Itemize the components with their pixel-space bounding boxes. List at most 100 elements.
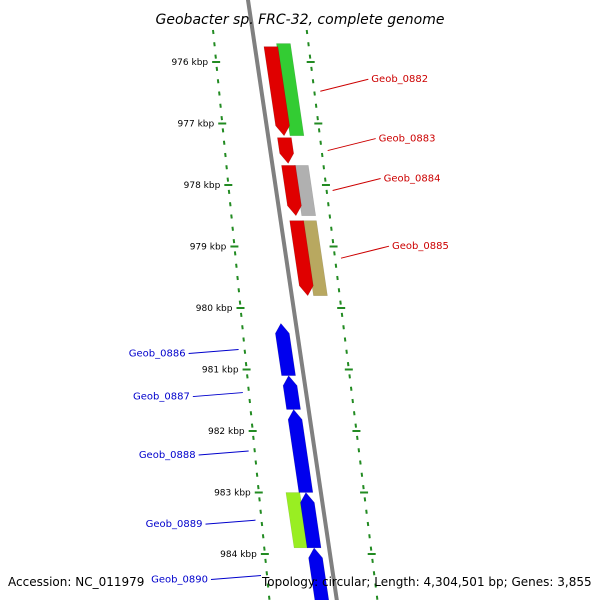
minor-tick [221, 128, 225, 133]
minor-tick [249, 411, 253, 416]
tick-label: 979 kbp [190, 243, 227, 253]
minor-tick [241, 325, 244, 330]
minor-tick [263, 546, 266, 551]
minor-tick [339, 300, 342, 305]
minor-tick [337, 288, 341, 293]
minor-tick [313, 91, 316, 96]
minor-tick [343, 337, 347, 342]
gene-arrow [263, 46, 290, 137]
minor-tick [252, 435, 255, 441]
minor-tick [362, 484, 365, 490]
gene-leader-line [192, 392, 243, 398]
minor-tick [310, 66, 313, 72]
gene-label: Geob_0889 [146, 519, 203, 530]
gene-label: Geob_0887 [133, 392, 190, 403]
minor-tick [351, 398, 354, 404]
tick-label: 981 kbp [202, 366, 239, 376]
minor-tick [214, 54, 217, 59]
minor-tick [231, 226, 234, 231]
gene-arrow [277, 137, 294, 164]
minor-tick [235, 263, 238, 268]
minor-tick [238, 300, 242, 305]
minor-tick [369, 546, 373, 551]
minor-tick [239, 312, 243, 318]
gene-leader-line [320, 78, 369, 92]
gene-leader-line [210, 575, 262, 581]
minor-tick [243, 349, 247, 354]
minor-tick [348, 374, 351, 379]
minor-tick [334, 263, 338, 268]
minor-tick [371, 558, 374, 564]
minor-tick [316, 115, 319, 121]
minor-tick [317, 128, 321, 133]
gene-arrow [275, 322, 296, 376]
minor-tick [220, 115, 223, 121]
genome-backbone [245, 0, 339, 600]
gene-arrow [281, 165, 302, 217]
minor-tick [356, 435, 359, 441]
minor-tick [242, 337, 245, 342]
tick-label: 976 kbp [171, 58, 208, 68]
minor-tick [349, 386, 353, 391]
minor-tick [366, 521, 370, 527]
minor-tick [375, 595, 379, 600]
minor-tick [308, 54, 312, 59]
minor-tick [330, 226, 333, 231]
minor-tick [305, 29, 309, 35]
minor-tick [311, 79, 315, 84]
tick-label: 983 kbp [214, 489, 251, 499]
minor-tick [307, 42, 310, 47]
minor-tick [336, 275, 339, 281]
minor-tick [264, 558, 267, 564]
minor-tick [345, 349, 348, 354]
minor-tick [211, 29, 215, 35]
gene-leader-line [188, 349, 239, 355]
tick-label: 980 kbp [196, 304, 233, 314]
minor-tick [237, 288, 241, 293]
minor-tick [219, 103, 222, 108]
minor-tick [265, 571, 269, 576]
tick-label: 982 kbp [208, 427, 245, 437]
minor-tick [225, 165, 228, 170]
minor-tick [244, 361, 248, 367]
minor-tick [324, 177, 327, 182]
minor-tick [267, 595, 271, 600]
genome-summary-text: Topology: circular; Length: 4,304,501 bp… [262, 575, 592, 589]
minor-tick [374, 583, 377, 588]
minor-tick [360, 472, 364, 477]
minor-tick [346, 361, 350, 367]
gene-leader-line [327, 138, 376, 152]
minor-tick [354, 423, 358, 428]
minor-tick [229, 202, 232, 207]
minor-tick [246, 374, 249, 379]
gene-label: Geob_0883 [379, 134, 436, 145]
minor-tick [248, 398, 251, 404]
minor-tick [250, 423, 254, 428]
minor-tick [236, 275, 239, 281]
minor-tick [314, 103, 318, 108]
minor-tick [325, 189, 329, 195]
minor-tick [353, 411, 356, 416]
minor-tick [266, 583, 270, 588]
minor-tick [215, 66, 219, 72]
minor-tick [365, 509, 368, 514]
minor-tick [233, 251, 237, 256]
minor-tick [226, 177, 230, 182]
minor-tick [232, 238, 236, 244]
gene-label: Geob_0882 [371, 74, 428, 85]
tick-label: 977 kbp [178, 120, 215, 130]
gene-label: Geob_0888 [139, 450, 196, 461]
gene-arrow [289, 220, 314, 297]
minor-tick [257, 484, 260, 490]
tick-label: 984 kbp [220, 550, 257, 560]
minor-tick [255, 472, 259, 477]
minor-tick [319, 140, 322, 145]
gene-label: Geob_0886 [129, 349, 186, 360]
gene-arrow [308, 547, 330, 600]
minor-tick [260, 521, 264, 527]
minor-tick [222, 140, 226, 145]
minor-tick [342, 325, 345, 330]
map-title: Geobacter sp. FRC-32, complete genome [156, 12, 445, 28]
